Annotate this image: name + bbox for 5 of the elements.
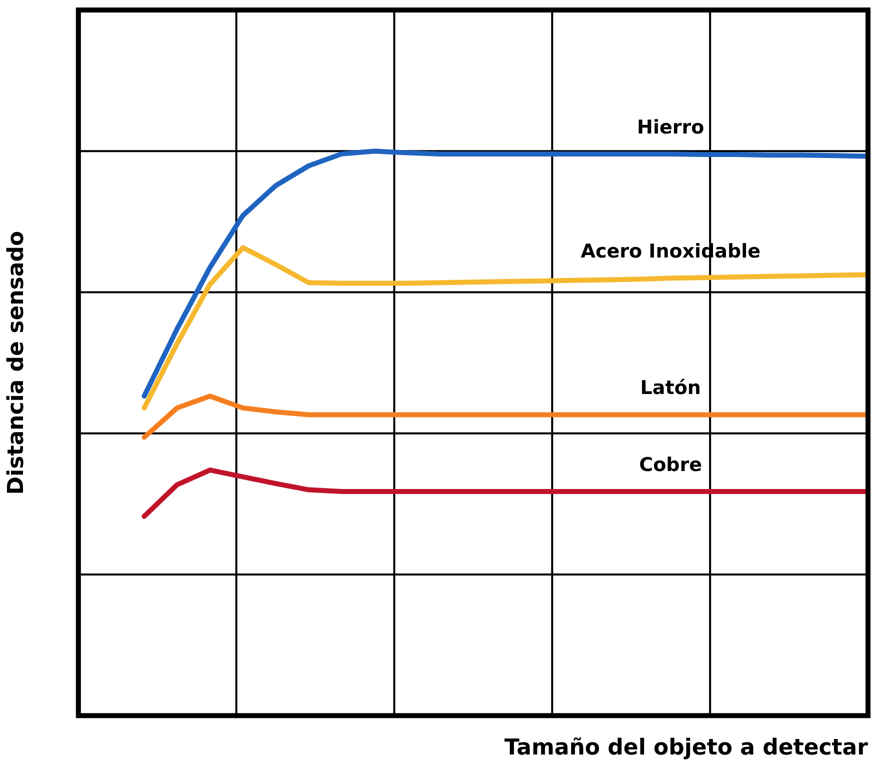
series-label: Hierro: [637, 116, 704, 138]
y-axis-title: Distancia de sensado: [4, 230, 29, 495]
series-label: Latón: [640, 377, 701, 400]
series-label: Cobre: [639, 454, 702, 476]
x-axis-title: Tamaño del objeto a detectar: [504, 736, 868, 761]
